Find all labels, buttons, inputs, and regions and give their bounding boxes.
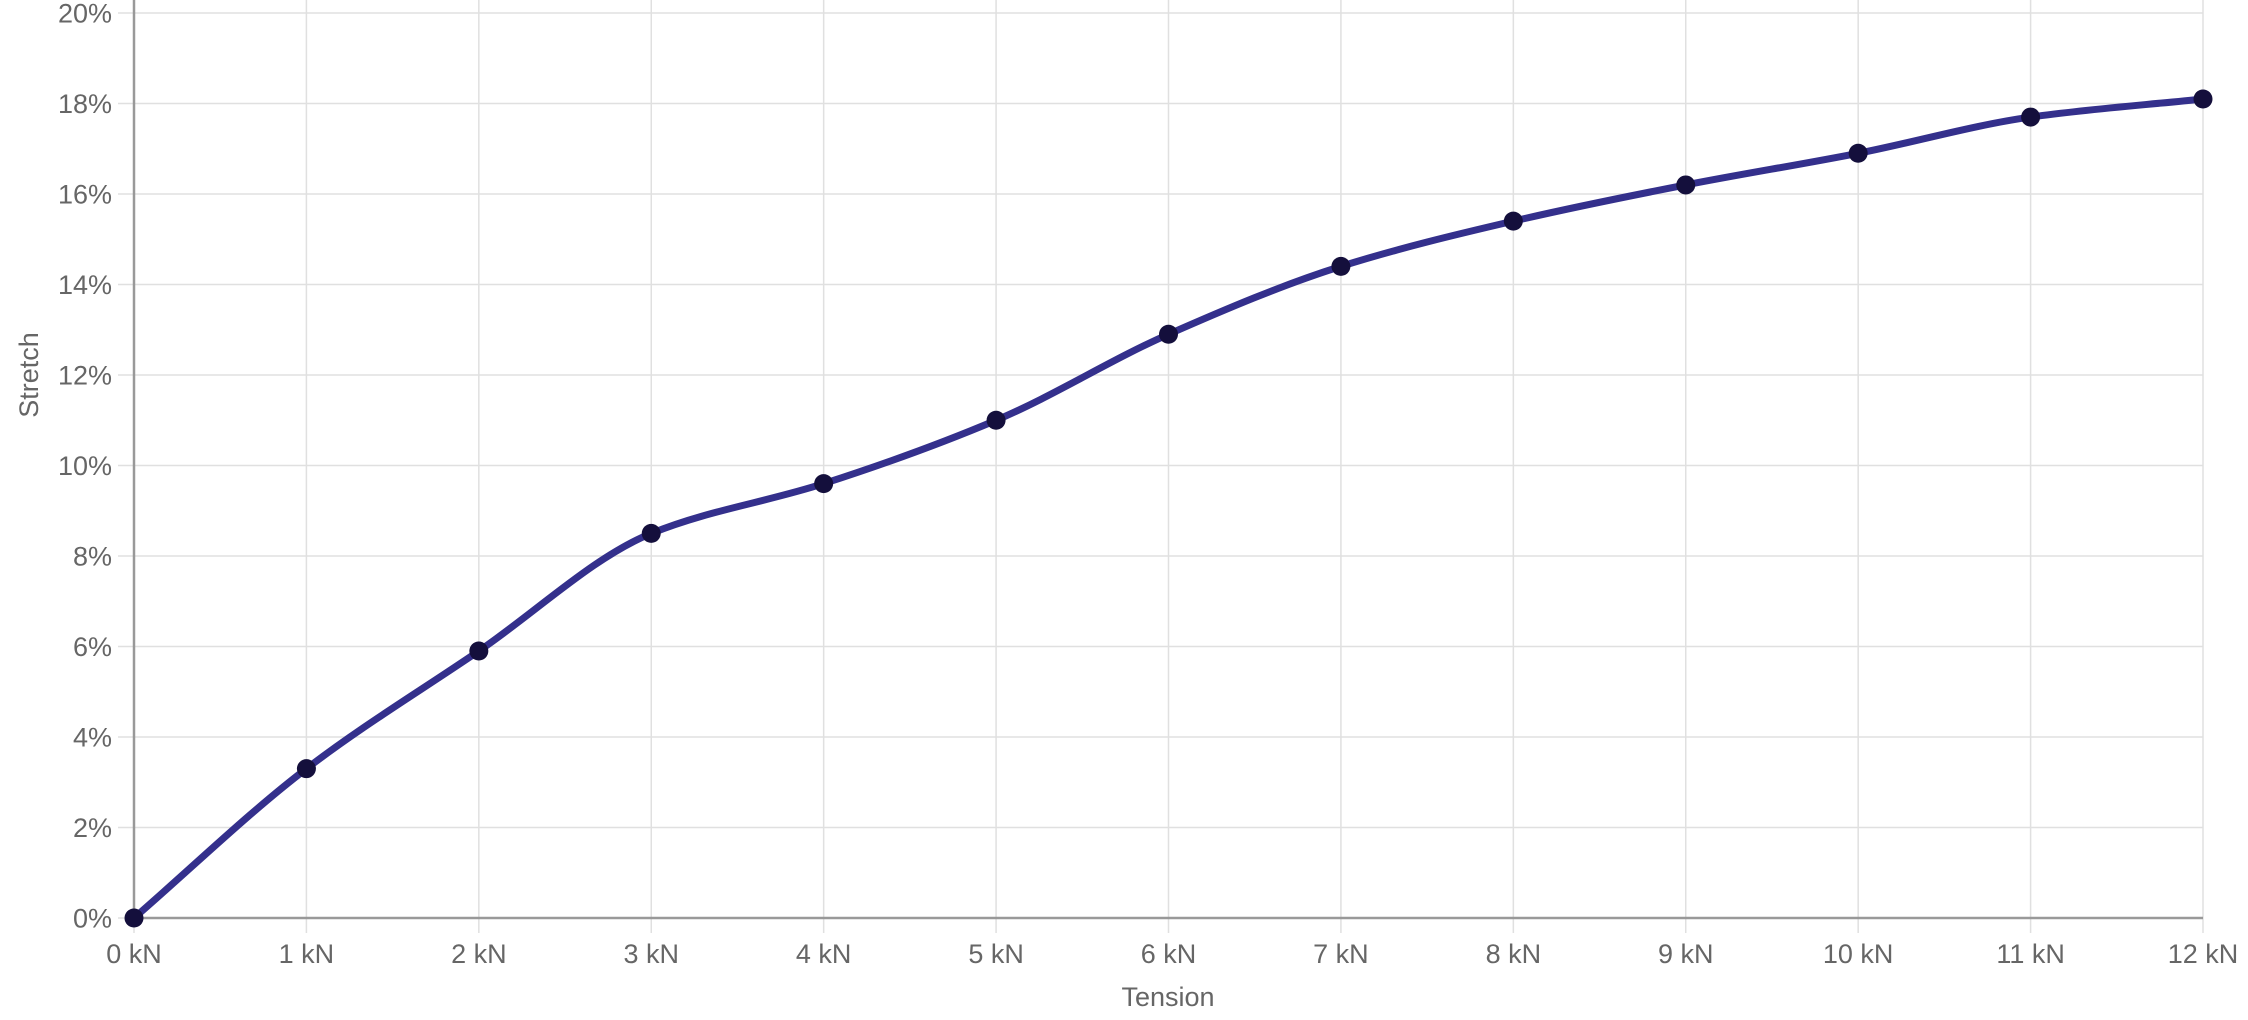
- grid-layer: [118, 0, 2204, 933]
- x-tick-label: 12 kN: [2168, 939, 2239, 969]
- data-point[interactable]: [2193, 89, 2213, 109]
- x-tick-label: 5 kN: [968, 939, 1024, 969]
- y-tick-label: 10%: [58, 451, 112, 481]
- x-tick-label: 6 kN: [1141, 939, 1197, 969]
- data-point[interactable]: [1676, 175, 1696, 195]
- series-layer: [124, 89, 2213, 928]
- x-tick-label: 10 kN: [1823, 939, 1894, 969]
- data-point[interactable]: [124, 908, 144, 928]
- data-point[interactable]: [469, 641, 489, 661]
- data-point[interactable]: [2021, 107, 2041, 127]
- y-tick-label: 16%: [58, 180, 112, 210]
- x-tick-label: 3 kN: [623, 939, 679, 969]
- x-tick-label: 0 kN: [106, 939, 162, 969]
- y-tick-label: 20%: [58, 0, 112, 29]
- x-tick-label: 9 kN: [1658, 939, 1714, 969]
- axis-layer: [132, 0, 2203, 920]
- data-point[interactable]: [296, 759, 316, 779]
- data-point[interactable]: [1848, 143, 1868, 163]
- tick-label-layer: 0% 2% 4% 6% 8% 10% 12% 14% 16% 18% 20% 0 kN 1 kN 2 kN…: [58, 0, 2238, 969]
- y-tick-label: 6%: [73, 632, 112, 662]
- y-tick-label: 18%: [58, 89, 112, 119]
- x-tick-label: 7 kN: [1313, 939, 1369, 969]
- y-axis-title: Stretch: [14, 332, 44, 418]
- x-tick-label: 11 kN: [1996, 939, 2065, 969]
- data-point[interactable]: [1331, 256, 1351, 276]
- x-tick-label: 4 kN: [796, 939, 852, 969]
- y-tick-label: 8%: [73, 542, 112, 572]
- x-tick-label: 8 kN: [1486, 939, 1542, 969]
- data-point[interactable]: [1159, 324, 1178, 344]
- y-tick-label: 12%: [58, 361, 112, 391]
- y-tick-label: 14%: [58, 270, 112, 300]
- data-point[interactable]: [641, 523, 661, 543]
- data-point[interactable]: [1503, 211, 1523, 231]
- x-tick-label: 2 kN: [451, 939, 507, 969]
- data-point[interactable]: [814, 474, 834, 494]
- y-tick-label: 4%: [73, 723, 112, 753]
- x-tick-label: 1 kN: [279, 939, 335, 969]
- y-tick-label: 0%: [73, 904, 112, 934]
- x-axis-title: Tension: [1121, 982, 1214, 1012]
- data-point[interactable]: [986, 410, 1006, 430]
- y-tick-label: 2%: [73, 813, 112, 843]
